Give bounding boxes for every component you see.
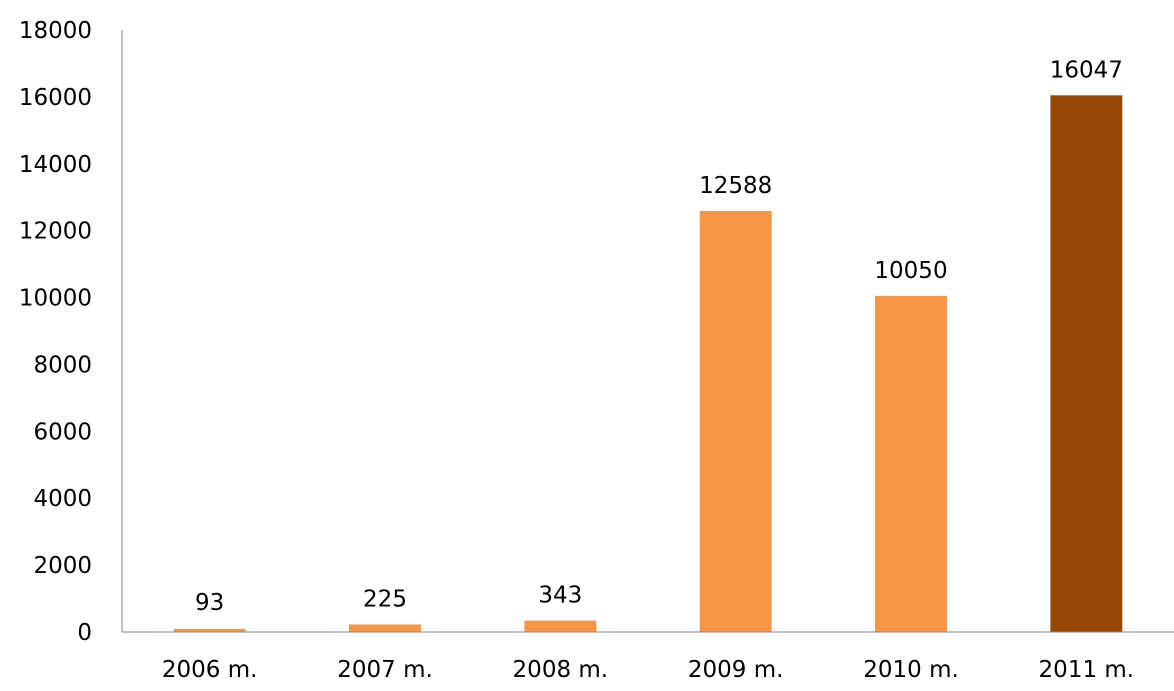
- y-tick-label: 12000: [19, 219, 92, 245]
- x-tick-label: 2008 m.: [513, 657, 609, 683]
- bar: [349, 624, 421, 632]
- bar: [1050, 95, 1123, 632]
- y-tick-label: 8000: [33, 352, 92, 378]
- y-axis-ticks: 0 2000 4000 6000 8000 10000 12000 14000 16000 180…: [19, 18, 92, 646]
- y-tick-label: 10000: [19, 286, 92, 312]
- x-tick-label: 2007 m.: [337, 657, 433, 683]
- bar-value-label: 225: [363, 586, 407, 612]
- bar-value-label: 93: [195, 590, 224, 616]
- bar: [173, 628, 246, 632]
- x-tick-label: 2010 m.: [863, 657, 959, 683]
- x-tick-label: 2011 m.: [1039, 657, 1135, 683]
- bar-value-label: 10050: [874, 258, 947, 284]
- x-axis-ticks: 2006 m. 2007 m. 2008 m. 2009 m. 2010 m. 2011 …: [162, 657, 1134, 683]
- bar-series: [173, 95, 1123, 632]
- bar-value-label: 12588: [699, 173, 772, 199]
- x-tick-label: 2006 m.: [162, 657, 258, 683]
- y-tick-label: 14000: [19, 152, 92, 178]
- bar-value-label: 343: [538, 583, 582, 609]
- y-tick-label: 16000: [19, 85, 92, 111]
- bar: [524, 620, 597, 632]
- bar-value-label: 16047: [1050, 57, 1123, 83]
- y-tick-label: 18000: [19, 18, 92, 44]
- bar: [875, 295, 947, 632]
- bar: [699, 211, 772, 632]
- y-tick-label: 6000: [33, 419, 92, 445]
- data-labels: 93 225 343 12588 10050 16047: [195, 57, 1123, 616]
- x-tick-label: 2009 m.: [688, 657, 784, 683]
- y-tick-label: 4000: [33, 486, 92, 512]
- y-tick-label: 2000: [33, 553, 92, 579]
- y-tick-label: 0: [77, 620, 92, 646]
